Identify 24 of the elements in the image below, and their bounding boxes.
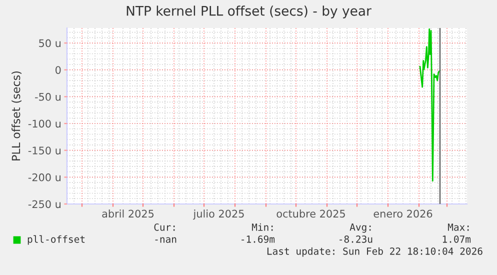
y-tick-label: -100 u [28,120,60,128]
text: Min: [252,223,273,231]
y-tick-label: -50 u [35,92,60,101]
text: -1.69m [242,235,275,243]
y-tick-label: -250 u [28,200,60,208]
y-tick-label: 50 u [39,39,60,48]
x-tick-label: octubre 2025 [276,210,345,218]
chart-title: NTP kernel PLL offset (secs) - by year [126,6,372,18]
text: Avg: [350,224,371,233]
text: 1.07m [442,235,471,243]
y-tick-label: -150 u [28,146,60,154]
x-tick-label: enero 2026 [374,210,432,218]
y-axis-title: PLL offset (secs) [12,71,22,160]
line-series [419,28,441,182]
y-tick-label: 0 [56,66,61,74]
text: Last update: Sun Feb 22 18:10:04 2026 [267,247,482,257]
legend-label: pll-offset [28,235,85,245]
x-tick-label: julio 2025 [193,210,244,220]
y-tick-label: -200 u [28,173,60,182]
text: -8.23u [340,235,372,243]
text: Max: [448,224,469,231]
x-tick-label: abril 2025 [102,210,154,218]
text: -nan [155,237,176,243]
text: Cur: [154,223,175,231]
